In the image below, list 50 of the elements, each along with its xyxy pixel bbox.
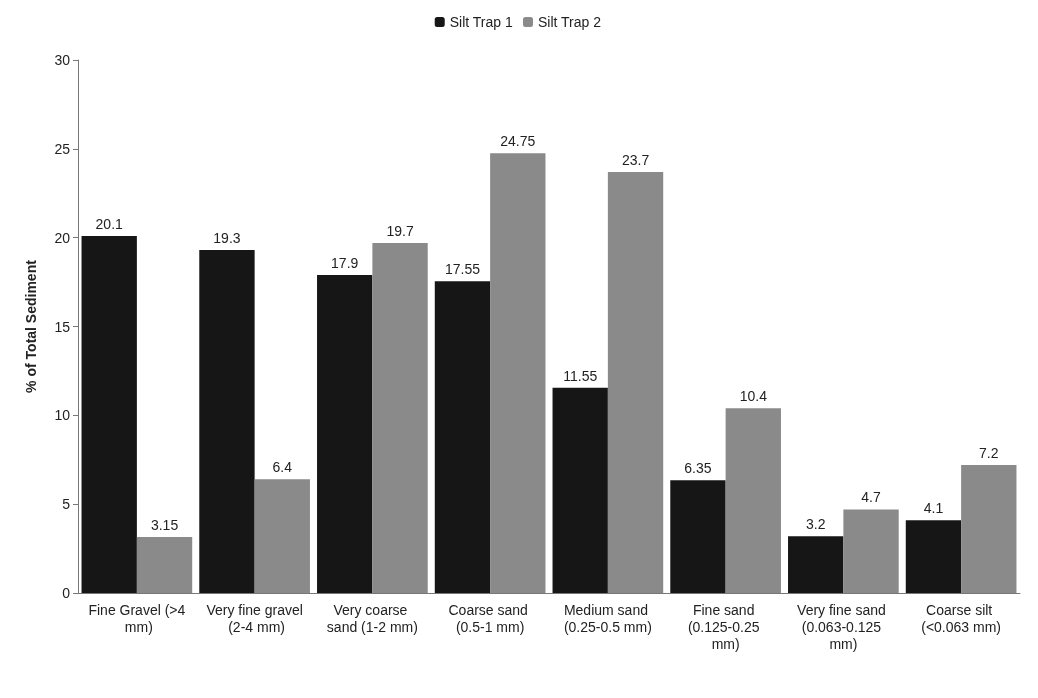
legend-label: Silt Trap 2 — [538, 14, 602, 30]
bar — [905, 520, 962, 593]
y-tick-label: 25 — [54, 140, 71, 157]
data-label: 4.7 — [861, 489, 881, 506]
y-tick-label: 5 — [62, 496, 71, 513]
data-label: 17.9 — [331, 254, 359, 271]
bar — [552, 387, 608, 593]
bar — [81, 235, 137, 593]
data-label: 6.35 — [684, 460, 712, 477]
bar — [434, 281, 491, 593]
x-tick-label: Very fine gravel (2-4 mm) — [206, 601, 303, 635]
y-axis-title: % of Total Sediment — [23, 259, 39, 393]
data-label: 6.4 — [272, 459, 293, 476]
bar — [490, 153, 546, 593]
bar — [254, 479, 310, 593]
y-tick-label: 0 — [62, 585, 71, 601]
y-tick-label: 30 — [54, 52, 71, 68]
data-label: 23.7 — [621, 151, 650, 168]
data-label: 3.15 — [150, 517, 179, 534]
data-label: 17.55 — [444, 261, 481, 278]
x-tick-label: Fine sand (0.125-0.25 mm) — [687, 601, 764, 652]
data-label: 10.4 — [739, 388, 768, 405]
bar — [136, 537, 193, 593]
data-label: 3.2 — [805, 516, 826, 533]
y-tick-label: 15 — [54, 318, 71, 335]
data-label: 24.75 — [500, 133, 536, 150]
x-tick-label: Coarse silt (<0.063 mm) — [921, 601, 1001, 635]
bar — [372, 243, 428, 593]
y-tick-label: 20 — [54, 229, 71, 246]
bar — [199, 250, 255, 593]
bar — [961, 465, 1017, 593]
x-tick-label: Very fine sand (0.063-0.125 mm) — [797, 601, 890, 652]
data-label: 4.1 — [923, 500, 944, 517]
bar — [788, 536, 844, 593]
x-tick-label: Fine Gravel (>4 mm) — [88, 601, 186, 635]
x-tick-label: Medium sand (0.25-0.5 mm) — [563, 601, 652, 635]
data-label: 19.3 — [213, 230, 241, 247]
bar — [843, 509, 899, 593]
data-label: 11.55 — [563, 367, 598, 384]
data-label: 19.7 — [386, 223, 414, 239]
bar — [670, 480, 726, 593]
x-tick-label: Coarse sand (0.5-1 mm) — [448, 601, 532, 635]
bar — [725, 408, 781, 593]
x-tick-label: Very coarse sand (1-2 mm) — [326, 601, 418, 635]
legend-label: Silt Trap 1 — [449, 14, 513, 30]
y-tick-label: 10 — [54, 407, 71, 424]
data-label: 20.1 — [95, 215, 124, 232]
bar — [607, 171, 664, 593]
bar — [317, 274, 373, 593]
data-label: 7.2 — [979, 445, 999, 462]
